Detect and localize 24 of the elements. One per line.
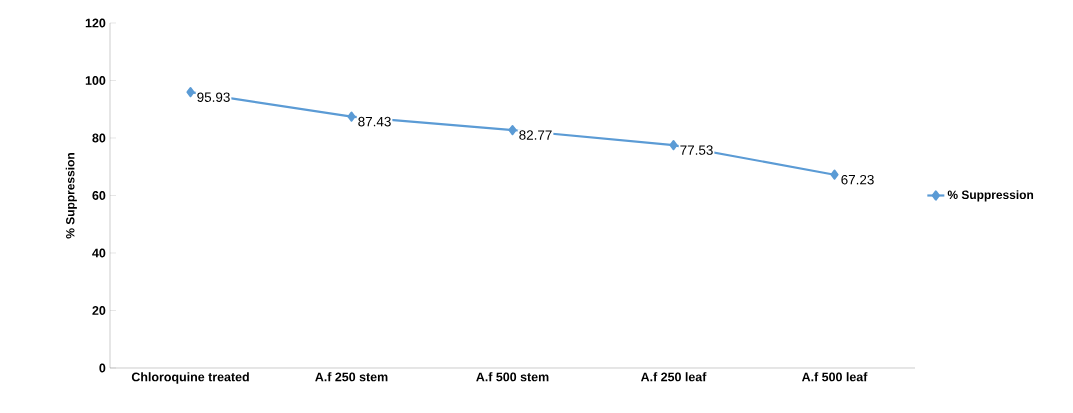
point bbox=[508, 124, 517, 136]
point bbox=[186, 87, 195, 98]
point bbox=[347, 111, 356, 122]
point bbox=[830, 169, 839, 180]
legend-label: % Suppression bbox=[947, 190, 1034, 202]
x-tick-label: A.f 500 stem bbox=[476, 372, 549, 382]
y-tick-label: 20 bbox=[92, 306, 106, 315]
y-tick-label: 120 bbox=[85, 18, 106, 28]
data-label: 87.43 bbox=[358, 116, 391, 127]
x-tick-label: A.f 500 leaf bbox=[801, 372, 868, 382]
y-tick-label: 60 bbox=[92, 191, 106, 200]
point bbox=[669, 140, 678, 151]
y-axis-title: % Suppression bbox=[65, 153, 77, 239]
x-tick-label: A.f 250 stem bbox=[315, 372, 388, 382]
x-tick-label: A.f 250 leaf bbox=[640, 372, 707, 382]
y-tick-label: 40 bbox=[92, 248, 106, 258]
y-tick-label: 100 bbox=[85, 76, 106, 85]
data-label: 77.53 bbox=[680, 145, 713, 155]
x-tick-label: Chloroquine treated bbox=[131, 372, 249, 384]
y-tick-label: 0 bbox=[99, 363, 106, 373]
data-label: 95.93 bbox=[197, 92, 230, 102]
data-label: 67.23 bbox=[841, 174, 874, 185]
y-tick-label: 80 bbox=[92, 133, 106, 143]
data-label: 82.77 bbox=[519, 130, 552, 140]
